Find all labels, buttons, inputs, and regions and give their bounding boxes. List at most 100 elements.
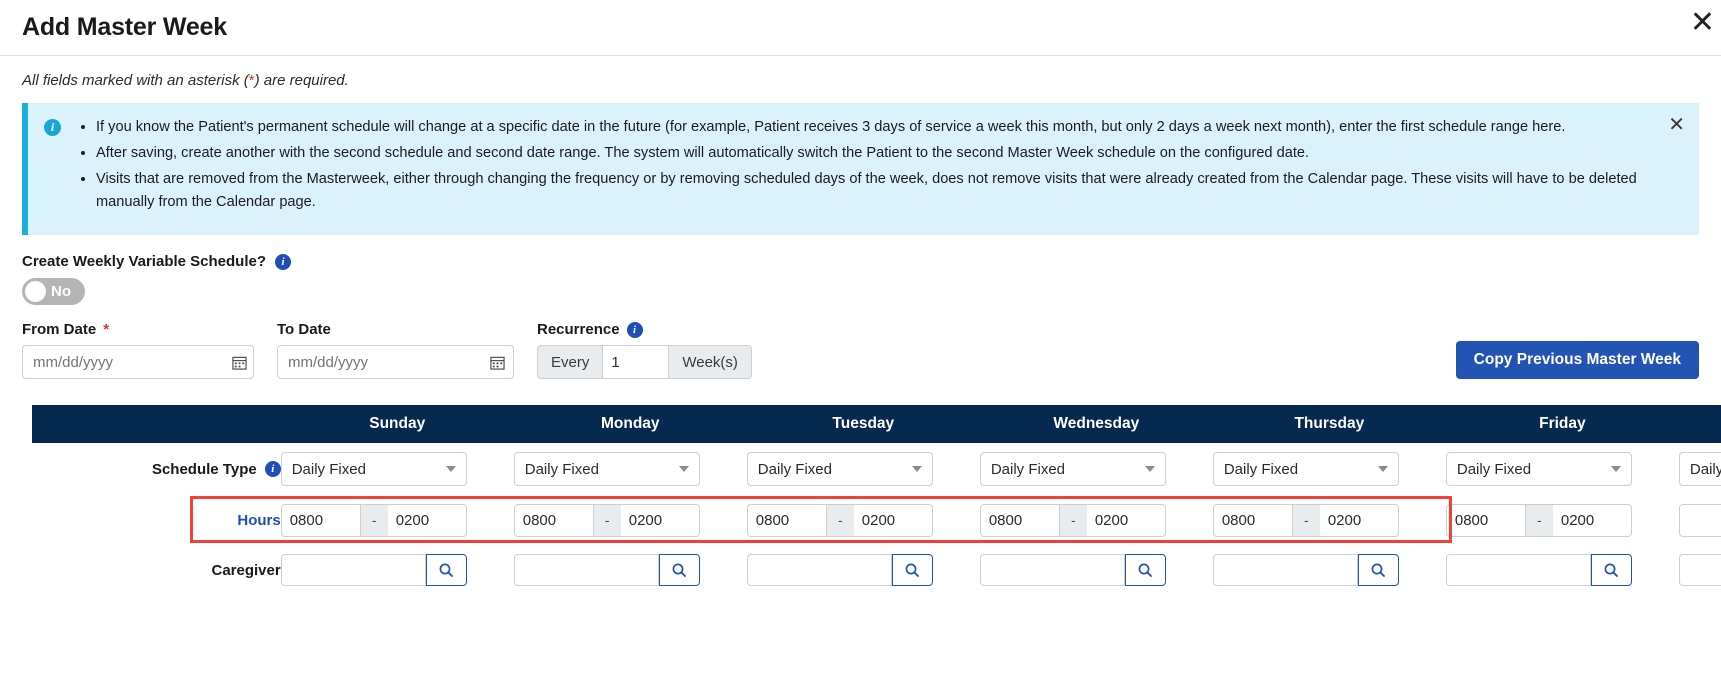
to-date-group: To Date xyxy=(277,321,514,379)
schedule-type-select-friday[interactable]: Daily Fixed xyxy=(1445,452,1632,486)
info-icon[interactable]: i xyxy=(626,321,643,338)
weekly-variable-label: Create Weekly Variable Schedule? xyxy=(22,253,267,270)
hours-end-input[interactable] xyxy=(387,503,467,537)
caregiver-input[interactable] xyxy=(746,554,892,586)
hours-start-input[interactable] xyxy=(979,503,1060,537)
caregiver-input[interactable] xyxy=(1212,554,1358,586)
weekly-variable-label-row: Create Weekly Variable Schedule? i xyxy=(22,253,1699,270)
hours-cell-monday: - xyxy=(513,495,747,545)
search-icon xyxy=(672,563,687,577)
banner-close-icon[interactable]: ✕ xyxy=(1668,114,1685,136)
hours-end-input[interactable] xyxy=(1319,503,1399,537)
hours-start-input[interactable] xyxy=(746,503,827,537)
caregiver-search-button[interactable] xyxy=(891,554,933,586)
calendar-icon[interactable] xyxy=(232,355,247,370)
table-row-hours: Hours - - xyxy=(32,495,1721,545)
caregiver-search-group-saturday xyxy=(1678,554,1721,586)
table-row-caregiver: Caregiver xyxy=(32,545,1721,595)
search-icon xyxy=(905,563,920,577)
caregiver-input[interactable] xyxy=(1678,554,1721,586)
hours-range-wednesday: - xyxy=(979,503,1166,537)
from-date-input[interactable] xyxy=(33,353,232,371)
to-date-input-wrap[interactable] xyxy=(277,345,514,379)
caregiver-search-button[interactable] xyxy=(658,554,700,586)
hours-cell-thursday: - xyxy=(1212,495,1446,545)
hours-range-saturday: - xyxy=(1678,503,1721,537)
caregiver-input[interactable] xyxy=(280,554,426,586)
recurrence-label: Recurrence xyxy=(537,321,620,338)
recurrence-count-input[interactable] xyxy=(602,345,670,379)
search-icon xyxy=(1371,563,1386,577)
caregiver-input[interactable] xyxy=(513,554,659,586)
hours-cell-wednesday: - xyxy=(979,495,1213,545)
row-label-cell: Caregiver xyxy=(32,545,281,595)
to-date-input[interactable] xyxy=(288,353,490,371)
required-note-prefix: All fields marked with an asterisk ( xyxy=(22,72,249,89)
hours-start-input[interactable] xyxy=(1212,503,1293,537)
hours-end-input[interactable] xyxy=(1552,503,1632,537)
caregiver-search-group-friday xyxy=(1445,554,1632,586)
caregiver-cell-sunday xyxy=(280,545,514,595)
caregiver-cell-wednesday xyxy=(979,545,1213,595)
schedule-type-select-wednesday[interactable]: Daily Fixed xyxy=(979,452,1166,486)
weekly-variable-toggle[interactable]: No xyxy=(22,278,85,305)
info-icon[interactable]: i xyxy=(264,461,281,477)
required-note-suffix: ) are required. xyxy=(254,72,349,89)
caregiver-search-group-tuesday xyxy=(746,554,933,586)
toggle-value-label: No xyxy=(51,283,71,300)
search-icon xyxy=(439,563,454,577)
copy-previous-master-week-button[interactable]: Copy Previous Master Week xyxy=(1455,341,1699,379)
caregiver-search-button[interactable] xyxy=(1357,554,1399,586)
to-date-label: To Date xyxy=(277,321,331,338)
hours-start-input[interactable] xyxy=(513,503,594,537)
from-date-input-wrap[interactable] xyxy=(22,345,254,379)
hours-end-input[interactable] xyxy=(1086,503,1166,537)
from-date-group: From Date * xyxy=(22,321,254,379)
day-header-thursday: Thursday xyxy=(1212,405,1446,443)
info-icon[interactable]: i xyxy=(275,253,292,270)
hours-end-input[interactable] xyxy=(620,503,700,537)
hours-start-input[interactable] xyxy=(280,503,361,537)
modal-header: Add Master Week ✕ xyxy=(0,0,1721,56)
day-header-sunday: Sunday xyxy=(280,405,514,443)
recurrence-every-label: Every xyxy=(537,345,603,379)
caregiver-cell-tuesday xyxy=(746,545,980,595)
hours-cell-saturday: - xyxy=(1678,495,1721,545)
caregiver-search-button[interactable] xyxy=(1590,554,1632,586)
schedule-type-value: Daily Fixed xyxy=(1456,460,1532,478)
schedule-type-select-sunday[interactable]: Daily Fixed xyxy=(280,452,467,486)
from-date-label: From Date xyxy=(22,321,97,338)
chevron-down-icon xyxy=(1610,466,1621,472)
caregiver-search-button[interactable] xyxy=(1124,554,1166,586)
caregiver-input[interactable] xyxy=(1445,554,1591,586)
schedule-type-select-thursday[interactable]: Daily Fixed xyxy=(1212,452,1399,486)
caregiver-cell-thursday xyxy=(1212,545,1446,595)
caregiver-search-button[interactable] xyxy=(425,554,467,586)
search-icon xyxy=(1138,563,1153,577)
recurrence-label-row: Recurrence i xyxy=(537,321,752,338)
schedule-type-cell-wednesday: Daily Fixed xyxy=(979,443,1213,495)
calendar-icon[interactable] xyxy=(490,355,505,370)
info-bullet: If you know the Patient's permanent sche… xyxy=(96,116,1645,138)
caregiver-search-group-monday xyxy=(513,554,700,586)
caregiver-search-group-thursday xyxy=(1212,554,1399,586)
info-banner-list: If you know the Patient's permanent sche… xyxy=(76,116,1685,222)
hours-range-tuesday: - xyxy=(746,503,933,537)
caregiver-input[interactable] xyxy=(979,554,1125,586)
caregiver-cell-friday xyxy=(1445,545,1679,595)
schedule-table-head: Sunday Monday Tuesday Wednesday Thursday… xyxy=(32,405,1721,443)
row-label-cell: Schedule Type i xyxy=(32,443,281,495)
schedule-type-value: Daily Fixed xyxy=(1223,460,1299,478)
caregiver-cell-saturday xyxy=(1678,545,1721,595)
schedule-type-select-monday[interactable]: Daily Fixed xyxy=(513,452,700,486)
required-fields-note: All fields marked with an asterisk (*) a… xyxy=(0,56,1721,103)
schedule-type-select-saturday[interactable]: Daily Fixed xyxy=(1678,452,1721,486)
chevron-down-icon xyxy=(445,466,456,472)
schedule-type-select-tuesday[interactable]: Daily Fixed xyxy=(746,452,933,486)
close-icon[interactable]: ✕ xyxy=(1689,6,1715,39)
hours-start-input[interactable] xyxy=(1678,503,1721,537)
info-bullet: Visits that are removed from the Masterw… xyxy=(96,168,1645,212)
hours-start-input[interactable] xyxy=(1445,503,1526,537)
hours-end-input[interactable] xyxy=(853,503,933,537)
